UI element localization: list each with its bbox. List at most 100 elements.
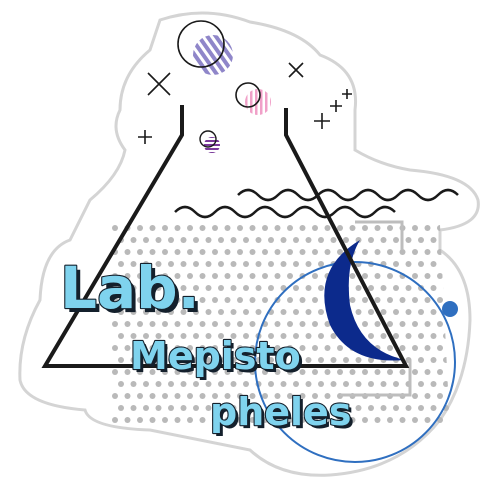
dot [318,285,324,291]
dot [280,405,287,411]
dot [255,309,262,315]
dot [456,405,462,411]
dot [193,285,199,291]
dot [299,297,306,303]
dot [268,285,274,291]
dot [249,273,256,279]
dot [205,309,212,315]
dot [299,249,306,255]
dot [343,405,349,411]
dot [274,249,281,255]
dot [193,261,199,267]
dot [205,381,212,387]
dot [337,369,343,375]
dot [355,405,362,411]
dot [262,273,268,279]
dot [418,333,424,339]
dot [293,261,299,267]
dot [193,333,199,339]
dot [205,237,212,243]
dot [280,261,287,267]
dot [268,405,274,411]
dot [149,393,156,399]
dot [305,309,312,315]
dot [393,333,399,339]
title-shadow: pheles [213,393,354,437]
dot [374,225,381,231]
dot [262,249,268,255]
dot [187,273,193,279]
dot [174,225,181,231]
dot [118,381,124,387]
dot [162,225,168,231]
dot [387,225,393,231]
dot [224,321,231,327]
dot [324,225,331,231]
dot [137,297,143,303]
dot [205,285,212,291]
dot [305,237,312,243]
dot [124,417,131,423]
dot [456,237,462,243]
dot [212,249,218,255]
dot [280,309,287,315]
dot [137,273,143,279]
dot [162,417,168,423]
wave [237,188,459,202]
dot [305,357,312,363]
dot [162,345,168,351]
dot [405,237,412,243]
dot [318,357,324,363]
dot [374,249,381,255]
dot [124,369,131,375]
dot [337,225,343,231]
dot [124,321,131,327]
dot [349,417,356,423]
dot [274,321,281,327]
dot [124,273,131,279]
dot [130,309,137,315]
dot [412,225,418,231]
dot [387,417,393,423]
dot [330,405,337,411]
dot [412,273,418,279]
dot [280,237,287,243]
dot [118,309,124,315]
dot [305,405,312,411]
dot [405,309,412,315]
dot [118,285,124,291]
dot [274,273,281,279]
dot [405,333,412,339]
dot [155,405,162,411]
dot [199,249,206,255]
dot [362,249,368,255]
dot [424,273,431,279]
dot [218,237,224,243]
dot [412,321,418,327]
dot [143,261,149,267]
dot [424,225,431,231]
dot [355,309,362,315]
dot [199,345,206,351]
dot [224,225,231,231]
dot [187,345,193,351]
dot [312,297,318,303]
dot [199,225,206,231]
dot [112,417,118,423]
dot [243,237,249,243]
dot [205,261,212,267]
dot [362,297,368,303]
dot [143,357,149,363]
dot [168,237,174,243]
dot [149,225,156,231]
dot [130,285,137,291]
dot [355,381,362,387]
dot [330,357,337,363]
dot [218,357,224,363]
dot [305,381,312,387]
dot [393,237,399,243]
dot [180,237,187,243]
dot [430,405,437,411]
dot [368,357,374,363]
